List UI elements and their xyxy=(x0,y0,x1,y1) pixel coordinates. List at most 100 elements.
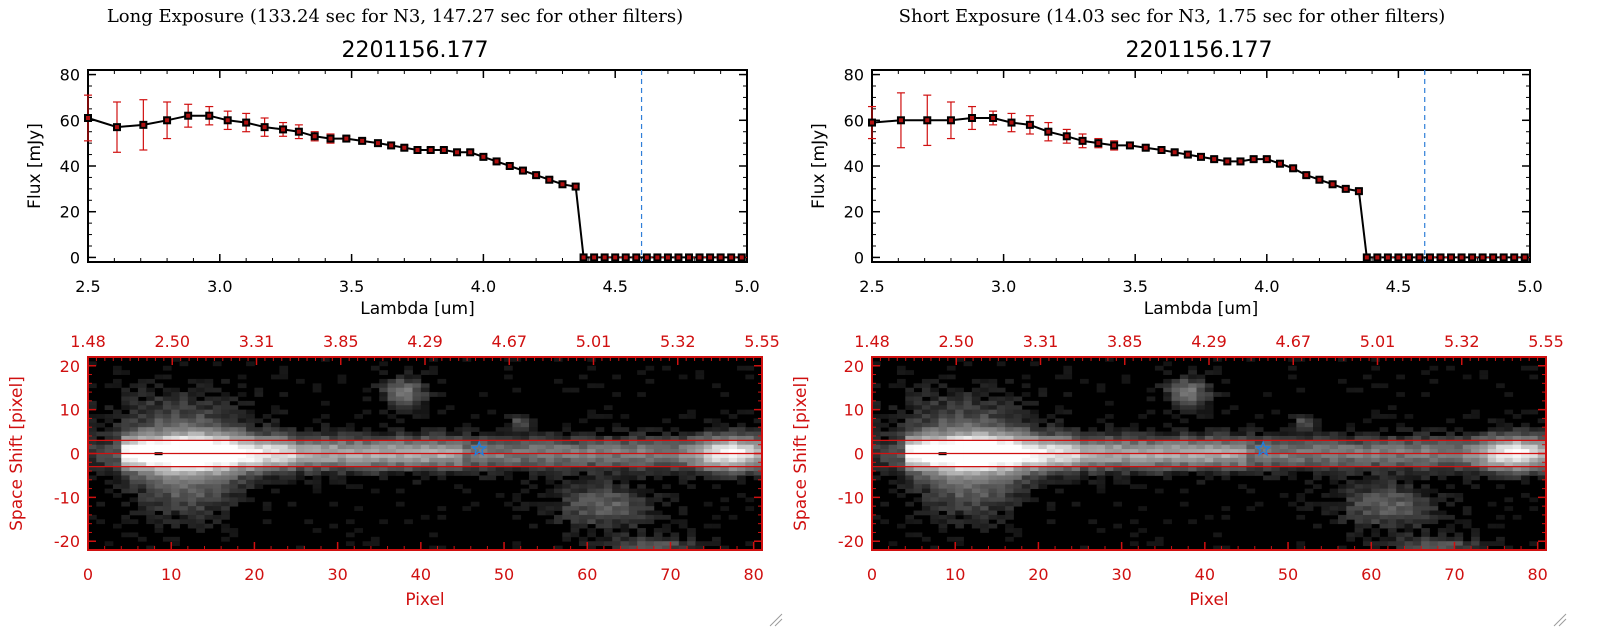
heatmap-cell xyxy=(187,492,197,498)
heatmap-cell xyxy=(1354,484,1364,489)
heatmap-cell xyxy=(129,488,139,494)
heatmap-cell xyxy=(1179,471,1189,476)
heatmap-cell xyxy=(888,418,898,424)
heatmap-cell xyxy=(1163,383,1172,389)
heatmap-cell xyxy=(512,492,522,498)
data-point-core xyxy=(1096,141,1101,146)
heatmap-cell xyxy=(620,471,630,476)
heatmap-cell xyxy=(171,392,180,397)
heatmap-cell xyxy=(1346,532,1356,538)
heatmap-cell xyxy=(146,387,155,393)
heatmap-cell xyxy=(930,444,939,450)
heatmap-cell xyxy=(204,488,214,494)
heatmap-cell xyxy=(996,501,1006,507)
heatmap-cell xyxy=(913,449,923,454)
heatmap-cell xyxy=(154,405,164,411)
heatmap-cell xyxy=(171,471,180,476)
heatmap-cell xyxy=(1321,431,1331,437)
heatmap-cell xyxy=(337,449,347,454)
heatmap-cell xyxy=(1446,449,1455,454)
heatmap-cell xyxy=(1404,514,1414,520)
heatmap-cell xyxy=(905,427,914,432)
heatmap-cell xyxy=(1337,545,1347,551)
heatmap-cell xyxy=(1421,545,1430,551)
heatmap-cell xyxy=(595,453,605,459)
heatmap-cell xyxy=(171,400,180,406)
heatmap-cell xyxy=(687,462,696,468)
heatmap-cell xyxy=(337,462,347,468)
heatmap-cell xyxy=(121,488,130,494)
heatmap-cell xyxy=(1096,466,1106,472)
heatmap-cell xyxy=(1429,514,1439,520)
heatmap-cell xyxy=(905,431,914,437)
image-top-tick-label: 4.67 xyxy=(491,332,527,351)
heatmap-cell xyxy=(587,475,596,481)
heatmap-cell xyxy=(1080,471,1089,476)
heatmap-cell xyxy=(971,440,981,446)
heatmap-cell xyxy=(1496,444,1505,450)
heatmap-cell xyxy=(553,492,563,498)
heatmap-cell xyxy=(1129,427,1139,432)
heatmap-cell xyxy=(279,374,289,380)
heatmap-cell xyxy=(221,449,230,454)
heatmap-cell xyxy=(1063,449,1073,454)
heatmap-cell xyxy=(753,444,763,450)
heatmap-cell xyxy=(712,435,721,441)
heatmap-cell xyxy=(379,387,388,393)
heatmap-cell xyxy=(1496,484,1505,489)
heatmap-cell xyxy=(187,457,197,463)
heatmap-cell xyxy=(1055,409,1064,415)
heatmap-cell xyxy=(980,471,989,476)
heatmap-cell xyxy=(179,514,189,520)
heatmap-cell xyxy=(720,422,730,428)
heatmap-cell xyxy=(720,392,730,397)
heatmap-cell xyxy=(187,378,197,384)
heatmap-cell xyxy=(1005,471,1014,476)
heatmap-cell xyxy=(1429,501,1439,507)
heatmap-cell xyxy=(495,462,505,468)
heatmap-cell xyxy=(1096,449,1106,454)
heatmap-cell xyxy=(204,457,214,463)
heatmap-cell xyxy=(980,435,989,441)
heatmap-cell xyxy=(1013,488,1023,494)
heatmap-cell xyxy=(996,435,1006,441)
heatmap-cell xyxy=(1221,506,1231,511)
heatmap-cell xyxy=(1154,466,1164,472)
heatmap-cell xyxy=(520,506,530,511)
heatmap-cell xyxy=(487,475,497,481)
heatmap-cell xyxy=(963,462,973,468)
heatmap-cell xyxy=(137,444,147,450)
heatmap-cell xyxy=(1229,444,1239,450)
heatmap-cell xyxy=(520,457,530,463)
heatmap-cell xyxy=(872,435,881,441)
heatmap-cell xyxy=(1179,405,1189,411)
heatmap-cell xyxy=(1204,462,1214,468)
heatmap-cell xyxy=(1387,457,1397,463)
heatmap-cell xyxy=(703,541,713,547)
heatmap-cell xyxy=(562,462,572,468)
heatmap-cell xyxy=(930,449,939,454)
heatmap-cell xyxy=(445,431,455,437)
heatmap-cell xyxy=(1429,365,1439,371)
heatmap-cell xyxy=(129,466,139,472)
heatmap-cell xyxy=(146,396,155,402)
heatmap-cell xyxy=(1021,383,1031,389)
heatmap-cell xyxy=(1471,444,1480,450)
heatmap-cell xyxy=(1346,484,1356,489)
heatmap-cell xyxy=(337,471,347,476)
heatmap-cell xyxy=(129,392,139,397)
heatmap-cell xyxy=(237,479,247,485)
heatmap-cell xyxy=(1437,497,1447,503)
heatmap-cell xyxy=(1063,365,1073,371)
heatmap-cell xyxy=(221,523,230,529)
heatmap-cell xyxy=(529,462,538,468)
heatmap-cell xyxy=(1454,536,1464,542)
heatmap-cell xyxy=(1396,545,1405,551)
heatmap-cell xyxy=(1446,444,1455,450)
heatmap-cell xyxy=(1412,501,1422,507)
heatmap-cell xyxy=(670,536,680,542)
heatmap-cell xyxy=(412,457,422,463)
heatmap-cell xyxy=(362,387,372,393)
heatmap-cell xyxy=(1163,466,1172,472)
heatmap-cell xyxy=(296,440,305,446)
